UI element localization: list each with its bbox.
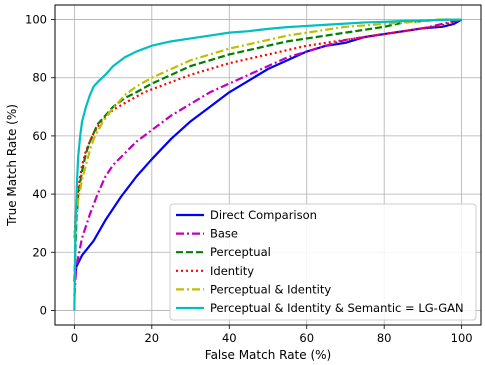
ticks: 0 20 40 60 80 100 0 20 40 60 80 100	[25, 13, 473, 345]
plot-frame	[54, 4, 482, 326]
x-tick-label: 20	[144, 331, 159, 345]
x-tick-label: 100	[451, 331, 473, 345]
legend-label: Perceptual & Identity	[210, 282, 331, 296]
x-tick-label: 60	[299, 331, 314, 345]
y-tick-label: 20	[32, 245, 47, 259]
legend-label: Identity	[210, 264, 254, 278]
legend-box	[169, 203, 477, 321]
x-tick-label: 0	[71, 331, 78, 345]
series-line-2	[73, 18, 462, 296]
series-line-5	[73, 18, 462, 238]
legend-label: Perceptual	[210, 245, 271, 259]
legend-label: Perceptual & Identity & Semantic = LG-GA…	[210, 301, 464, 315]
x-axis-label: False Match Rate (%)	[205, 348, 331, 362]
y-tick-label: 80	[32, 71, 47, 85]
x-tick-label: 80	[377, 331, 392, 345]
series-layer	[73, 18, 463, 311]
x-tick-label: 40	[222, 331, 237, 345]
y-axis-label: True Match Rate (%)	[5, 104, 19, 227]
y-tick-label: 0	[40, 303, 47, 317]
legend-label: Direct Comparison	[210, 208, 317, 222]
y-tick-label: 40	[32, 187, 47, 201]
series-line-6	[73, 18, 462, 311]
y-tick-label: 100	[25, 13, 47, 27]
grid-lines	[55, 5, 481, 325]
legend-label: Base	[210, 227, 238, 241]
legend: Direct Comparison Base Perceptual Identity P…	[169, 203, 477, 321]
y-tick-label: 60	[32, 129, 47, 143]
